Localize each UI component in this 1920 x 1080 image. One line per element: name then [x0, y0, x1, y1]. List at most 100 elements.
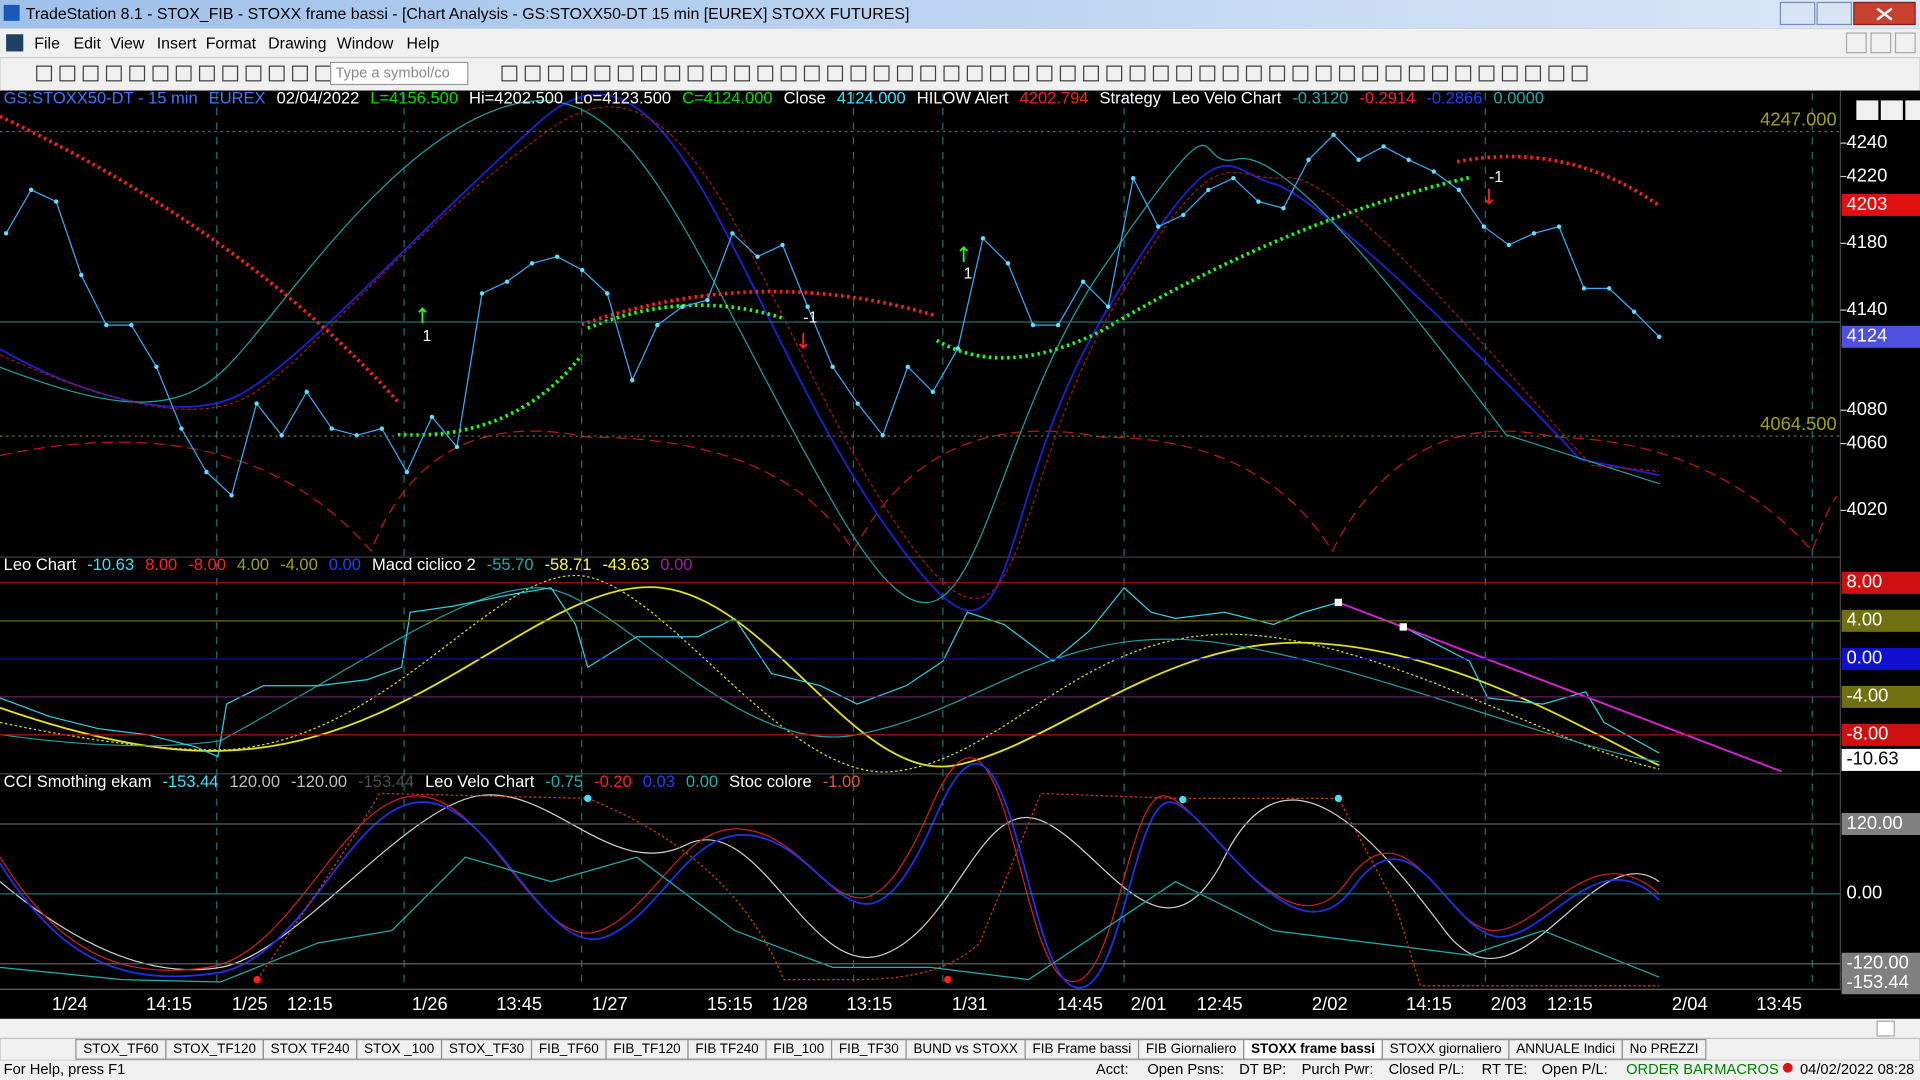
tool-icon[interactable]	[896, 65, 913, 82]
tool-icon[interactable]	[1478, 65, 1495, 82]
menu-item[interactable]: Window	[337, 35, 394, 52]
menu-item[interactable]: Drawing	[268, 35, 326, 52]
panel-minimize[interactable]	[1856, 100, 1879, 120]
tool-icon[interactable]	[36, 65, 53, 82]
tab-label[interactable]: STOXX frame bassi	[1251, 1041, 1375, 1056]
tab-label[interactable]: FIB_TF60	[539, 1041, 599, 1056]
tool-icon[interactable]	[1222, 65, 1239, 82]
tool-icon[interactable]	[1525, 65, 1542, 82]
toolbar	[0, 56, 1920, 92]
minimize-button[interactable]	[1779, 1, 1816, 26]
tab-label[interactable]: No PREZZI	[1630, 1041, 1699, 1056]
tab[interactable]	[1621, 1038, 1707, 1060]
tab-label[interactable]: STOX_TF60	[83, 1041, 158, 1056]
tool-icon[interactable]	[1176, 65, 1193, 82]
tool-icon[interactable]	[1013, 65, 1030, 82]
tool-icon[interactable]	[641, 65, 657, 82]
tool-icon[interactable]	[943, 65, 960, 82]
tool-icon[interactable]	[1408, 65, 1425, 82]
tab-label[interactable]: FIB Frame bassi	[1033, 1041, 1132, 1056]
tool-icon[interactable]	[757, 65, 774, 82]
tool-icon[interactable]	[1501, 65, 1518, 82]
tool-icon[interactable]	[1548, 65, 1565, 82]
tool-icon[interactable]	[1571, 65, 1588, 82]
menu-item[interactable]: File	[34, 35, 60, 52]
tool-icon[interactable]	[268, 65, 285, 82]
symbol-box[interactable]	[330, 61, 469, 86]
tool-icon[interactable]	[1432, 65, 1448, 82]
tool-icon[interactable]	[1385, 65, 1402, 82]
tool-icon[interactable]	[1059, 65, 1076, 82]
tool-icon[interactable]	[850, 65, 867, 82]
tab-label[interactable]: FIB_TF120	[613, 1041, 680, 1056]
tool-icon[interactable]	[1455, 65, 1472, 82]
tool-icon[interactable]	[524, 65, 541, 82]
tool-icon[interactable]	[1106, 65, 1123, 82]
mdi-restore[interactable]	[1870, 32, 1892, 54]
x-tick-label: 2/04	[1672, 993, 1708, 1014]
tab-label[interactable]: STOX TF240	[271, 1041, 350, 1056]
tab-label[interactable]: ANNUALE Indici	[1516, 1041, 1615, 1056]
menu-item[interactable]: Insert	[157, 35, 197, 52]
price-dot	[1030, 322, 1036, 328]
tool-icon[interactable]	[594, 65, 611, 82]
tool-icon[interactable]	[710, 65, 727, 82]
menu-item[interactable]: View	[110, 35, 145, 52]
tool-icon[interactable]	[873, 65, 890, 82]
tool-icon[interactable]	[501, 65, 518, 82]
tool-icon[interactable]	[571, 65, 588, 82]
tool-icon[interactable]	[664, 65, 681, 82]
tool-icon[interactable]	[222, 65, 239, 82]
tool-icon[interactable]	[1362, 65, 1379, 82]
scrollbar[interactable]	[0, 1018, 1920, 1039]
tool-icon[interactable]	[827, 65, 844, 82]
tool-icon[interactable]	[198, 65, 215, 82]
tool-icon[interactable]	[1036, 65, 1053, 82]
tab-label[interactable]: STOX_TF120	[173, 1041, 256, 1056]
tool-icon[interactable]	[1245, 65, 1262, 82]
tool-icon[interactable]	[1315, 65, 1332, 82]
tool-icon[interactable]	[292, 65, 308, 82]
scroll-thumb[interactable]	[1876, 1020, 1895, 1037]
tool-icon[interactable]	[1152, 65, 1169, 82]
panel-restore[interactable]	[1880, 100, 1903, 120]
tab-label[interactable]: STOX _100	[364, 1041, 434, 1056]
tool-icon[interactable]	[966, 65, 983, 82]
tool-icon[interactable]	[152, 65, 169, 82]
tab-label[interactable]: FIB_100	[773, 1041, 824, 1056]
menu-item[interactable]: Help	[407, 35, 440, 52]
tool-icon[interactable]	[803, 65, 820, 82]
mdi-minimize[interactable]	[1845, 32, 1867, 54]
tool-icon[interactable]	[175, 65, 192, 82]
mdi-close[interactable]	[1894, 32, 1916, 54]
tool-icon[interactable]	[990, 65, 1006, 82]
tab-label[interactable]: BUND vs STOXX	[913, 1041, 1017, 1056]
tool-icon[interactable]	[82, 65, 99, 82]
tool-icon[interactable]	[105, 65, 122, 82]
tab-label[interactable]: FIB_TF30	[839, 1041, 899, 1056]
tool-icon[interactable]	[1129, 65, 1146, 82]
tool-icon[interactable]	[1338, 65, 1355, 82]
tool-icon[interactable]	[1199, 65, 1216, 82]
maximize-button[interactable]	[1816, 1, 1853, 26]
tool-icon[interactable]	[129, 65, 146, 82]
menu-item[interactable]: Format	[206, 35, 257, 52]
tab-label[interactable]: STOX_TF30	[449, 1041, 524, 1056]
menu-item[interactable]: Edit	[73, 35, 101, 52]
tool-icon[interactable]	[1083, 65, 1099, 82]
tool-icon[interactable]	[617, 65, 634, 82]
tool-icon[interactable]	[687, 65, 704, 82]
tool-icon[interactable]	[780, 65, 797, 82]
tab-label[interactable]: FIB TF240	[695, 1041, 758, 1056]
tool-icon[interactable]	[734, 65, 750, 82]
tool-icon[interactable]	[920, 65, 937, 82]
tab-label[interactable]: STOXX giornaliero	[1390, 1041, 1502, 1056]
menu: File Edit View Insert Format Drawing Window Hel…	[34, 35, 439, 52]
tool-icon[interactable]	[1292, 65, 1309, 82]
tool-icon[interactable]	[1269, 65, 1286, 82]
tool-icon[interactable]	[547, 65, 564, 82]
panel-close[interactable]	[1905, 100, 1920, 120]
tab-label[interactable]: FIB Giornaliero	[1146, 1041, 1236, 1056]
tool-icon[interactable]	[245, 65, 262, 82]
tool-icon[interactable]	[59, 65, 76, 82]
